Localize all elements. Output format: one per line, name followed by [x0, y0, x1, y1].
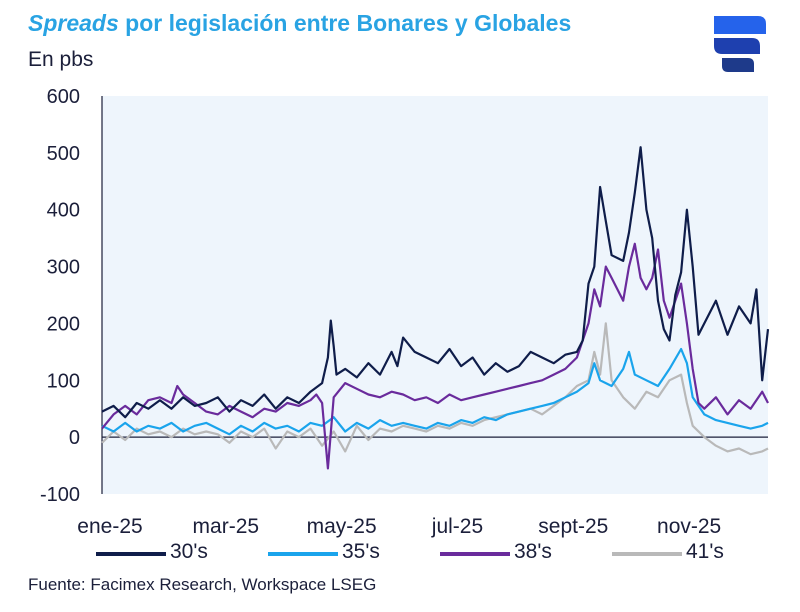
legend-label: 38's — [514, 540, 552, 563]
y-tick-label: 0 — [69, 427, 80, 449]
legend-swatch — [268, 552, 338, 556]
chart-title-italic: Spreads — [28, 10, 119, 36]
source-note: Fuente: Facimex Research, Workspace LSEG — [28, 575, 377, 594]
y-tick-label: 100 — [47, 370, 80, 392]
series-line-35s — [101, 347, 769, 436]
x-tick-label: ene-25 — [77, 515, 142, 538]
series-line-30s — [101, 146, 770, 419]
y-tick-label: 400 — [47, 200, 80, 222]
y-tick-label: 200 — [47, 313, 80, 335]
x-tick-label: nov-25 — [657, 515, 721, 538]
facimex-logo — [714, 16, 766, 72]
x-tick-label: may-25 — [307, 515, 377, 538]
y-tick-label: 600 — [47, 86, 80, 108]
y-tick-label: 500 — [47, 143, 80, 165]
x-tick-label: sept-25 — [538, 515, 608, 538]
legend-label: 35's — [342, 540, 380, 563]
plot-area — [102, 96, 768, 494]
chart-subtitle: En pbs — [28, 48, 94, 71]
legend-swatch — [440, 552, 510, 556]
legend-label: 30's — [170, 540, 208, 563]
series-line-38s — [101, 242, 769, 470]
legend-swatch — [96, 552, 166, 556]
x-tick-label: jul-25 — [431, 515, 483, 538]
y-tick-label: -100 — [40, 484, 80, 506]
spreads-line-chart: 600 500 400 300 200 100 0 -100 ene-25 mar-25 may-2… — [40, 86, 770, 538]
logo-bar-top — [714, 16, 766, 34]
y-tick-label: 300 — [47, 257, 80, 279]
logo-bar-middle — [714, 38, 760, 54]
legend-swatch — [612, 552, 682, 556]
x-tick-label: mar-25 — [193, 515, 260, 538]
series-line-41s — [101, 322, 769, 456]
chart-title: Spreads por legislación entre Bonares y … — [28, 10, 571, 37]
logo-bar-bottom — [722, 58, 754, 72]
legend-label: 41's — [686, 540, 724, 563]
chart-title-rest: por legislación entre Bonares y Globales — [118, 10, 572, 36]
